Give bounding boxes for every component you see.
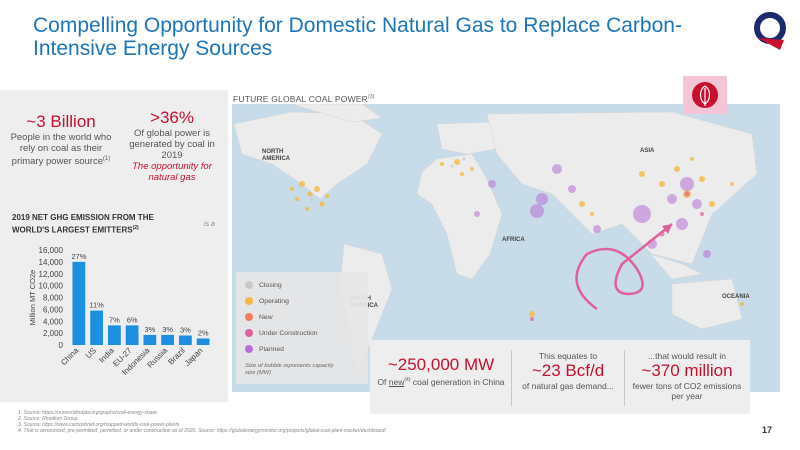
map-label-oceania: OCEANIA bbox=[722, 294, 750, 300]
emitters-chart-title: 2019 NET GHG EMISSION FROM THE WORLD'S L… bbox=[12, 213, 154, 235]
callout-gas-demand-top: This equates to bbox=[538, 351, 598, 361]
legend-item-planned: Planned bbox=[245, 345, 284, 353]
legend-dot-closing bbox=[245, 281, 253, 289]
feature-icon-box bbox=[683, 76, 727, 114]
y-tick-label: 8,000 bbox=[43, 294, 64, 303]
bar-data-label: 3% bbox=[144, 325, 155, 334]
bar-eu-27 bbox=[125, 325, 139, 345]
callout-co2-reduction-value: ~370 million bbox=[641, 361, 733, 380]
y-tick-label: 12,000 bbox=[39, 270, 64, 279]
callout-divider-2 bbox=[624, 350, 625, 406]
legend-item-under-construction: Under Construction bbox=[245, 329, 318, 337]
footnote-ref-1: (1) bbox=[103, 156, 111, 162]
left-stats-panel bbox=[0, 90, 228, 402]
stat-population: ~3 Billion People in the world who rely … bbox=[8, 112, 114, 167]
bar-data-label: 3% bbox=[162, 325, 173, 334]
bar-data-label: 7% bbox=[109, 315, 120, 324]
legend-item-new: New bbox=[245, 313, 273, 321]
bar-brazil bbox=[178, 335, 192, 345]
callout-china-capacity: ~250,000 MW Of new(4) coal generation in… bbox=[372, 355, 510, 387]
stat-coal-share-desc: Of global power is generated by coal in … bbox=[129, 128, 215, 161]
map-legend: Closing Operating New Under Construction… bbox=[236, 272, 368, 384]
emitters-note: is a bbox=[204, 221, 215, 228]
footnote-ref-3: (3) bbox=[368, 94, 375, 101]
stat-coal-share: >36% Of global power is generated by coa… bbox=[122, 108, 222, 183]
map-title: FUTURE GLOBAL COAL POWER bbox=[233, 94, 368, 104]
callout-divider-1 bbox=[511, 350, 512, 406]
legend-dot-under-construction bbox=[245, 329, 253, 337]
x-tick-label: Japan bbox=[183, 346, 205, 368]
bar-japan bbox=[196, 338, 210, 345]
legend-item-operating: Operating bbox=[245, 297, 289, 305]
bottom-callout-box bbox=[370, 340, 750, 414]
stat-population-desc: People in the world who rely on coal as … bbox=[10, 132, 112, 168]
map-label-asia: ASIA bbox=[640, 148, 655, 154]
stat-population-value: ~3 Billion bbox=[26, 112, 96, 131]
page-title: Compelling Opportunity for Domestic Natu… bbox=[33, 14, 682, 60]
x-tick-label: US bbox=[84, 346, 98, 360]
footnote-ref-2: (2) bbox=[132, 225, 139, 231]
legend-dot-new bbox=[245, 313, 253, 321]
map-label-north-america: NORTH AMERICA bbox=[262, 149, 290, 162]
bar-russia bbox=[161, 334, 175, 345]
footnote-3: 3. Source: https://www.carbonbrief.org/m… bbox=[18, 422, 180, 428]
callout-gas-demand-bottom: of natural gas demand... bbox=[522, 381, 614, 391]
y-tick-label: 0 bbox=[59, 341, 64, 350]
leaf-icon bbox=[692, 82, 718, 108]
footnote-1: 1. Source: https://ourworldindata.org/gr… bbox=[18, 410, 157, 416]
y-tick-label: 4,000 bbox=[43, 317, 64, 326]
y-axis-label: Million MT CO2e bbox=[28, 270, 37, 326]
map-label-africa: AFRICA bbox=[502, 237, 525, 243]
y-tick-label: 14,000 bbox=[39, 258, 64, 267]
bar-data-label: 11% bbox=[89, 301, 104, 310]
callout-co2-reduction-top: ...that would result in bbox=[648, 351, 726, 361]
bar-data-label: 2% bbox=[198, 328, 209, 337]
y-tick-label: 16,000 bbox=[39, 246, 64, 255]
emitters-bar-chart: 0 2,000 4,000 6,000 8,000 10,000 12,000 14,000 1… bbox=[28, 246, 210, 377]
y-tick-label: 6,000 bbox=[43, 305, 64, 314]
bar-data-label: 27% bbox=[71, 252, 86, 261]
bar-data-label: 3% bbox=[180, 326, 191, 335]
footnote-4: 4. That is announced, pre-permitted, per… bbox=[18, 428, 386, 434]
footnote-ref-4: (4) bbox=[404, 377, 411, 383]
legend-dot-operating bbox=[245, 297, 253, 305]
stat-coal-share-value: >36% bbox=[150, 108, 194, 127]
callout-china-capacity-new: new bbox=[388, 376, 405, 387]
footnote-2: 2. Source: Rhodium Group bbox=[18, 416, 78, 422]
coal-plant-bubbles bbox=[290, 157, 744, 321]
stat-coal-share-accent: The opportunity for natural gas bbox=[132, 161, 212, 183]
bar-data-label: 6% bbox=[127, 315, 138, 324]
y-tick-label: 2,000 bbox=[43, 329, 64, 338]
bar-india bbox=[107, 325, 121, 345]
legend-dot-planned bbox=[245, 345, 253, 353]
page-number: 17 bbox=[762, 425, 773, 435]
bar-indonesia bbox=[143, 334, 157, 345]
callout-co2-reduction: ...that would result in ~370 million few… bbox=[626, 351, 748, 401]
legend-item-closing: Closing bbox=[245, 281, 282, 289]
callout-co2-reduction-bottom: fewer tons of CO2 emissions per year bbox=[632, 381, 742, 401]
callout-china-capacity-value: ~250,000 MW bbox=[387, 355, 495, 374]
callout-china-capacity-pre: Of bbox=[377, 376, 389, 387]
callout-gas-demand-value: ~23 Bcf/d bbox=[531, 361, 605, 380]
footnotes: 1. Source: https://ourworldindata.org/gr… bbox=[18, 410, 386, 434]
bar-china bbox=[72, 261, 86, 345]
company-logo bbox=[754, 12, 786, 50]
x-tick-label: Russia bbox=[145, 346, 169, 370]
legend-note: Size of bubble represents capacity size … bbox=[245, 363, 334, 376]
callout-china-capacity-post: coal generation in China bbox=[410, 376, 505, 387]
callout-gas-demand: This equates to ~23 Bcf/d of natural gas… bbox=[513, 351, 623, 391]
bar-us bbox=[90, 310, 104, 345]
y-tick-label: 10,000 bbox=[39, 282, 64, 291]
